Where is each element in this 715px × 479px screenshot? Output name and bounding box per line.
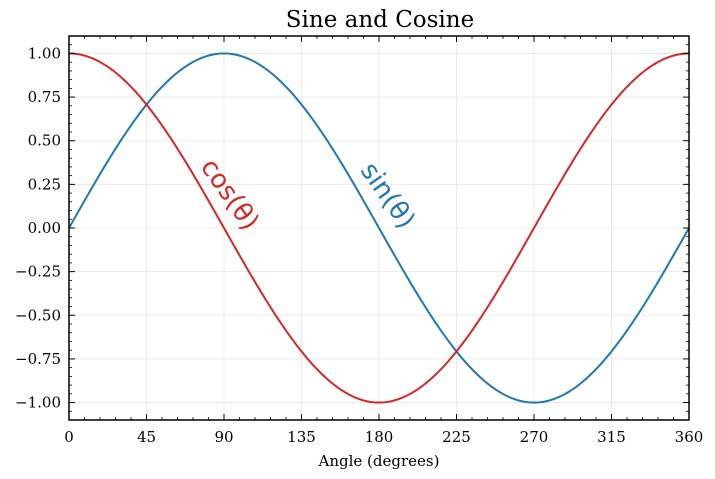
sin-curve [68, 52, 690, 404]
y-tick-label: 0.75 [28, 88, 61, 106]
y-tick-label: 0.00 [28, 219, 61, 237]
x-axis-label: Angle (degrees) [318, 452, 440, 470]
x-tick-label: 270 [520, 428, 549, 446]
x-tick-label: 45 [137, 428, 156, 446]
chart-title: Sine and Cosine [286, 7, 474, 33]
curves [68, 52, 690, 404]
y-tick-label: 0.50 [28, 132, 61, 150]
cos-curve [68, 52, 690, 404]
ticks [68, 35, 690, 421]
y-tick-label: −0.25 [15, 263, 61, 281]
x-tick-labels: 0 45 90 135 180 225 270 315 360 [64, 428, 703, 446]
y-tick-label: −0.75 [15, 350, 61, 368]
sin-curve-label: sin(θ) [354, 157, 421, 234]
x-tick-label: 180 [365, 428, 394, 446]
y-tick-labels: 1.00 0.75 0.50 0.25 0.00 −0.25 −0.50 −0.75 −1.00 [15, 44, 61, 411]
x-tick-label: 225 [442, 428, 471, 446]
curve-labels: cos(θ) sin(θ) [194, 153, 421, 236]
x-tick-label: 0 [64, 428, 74, 446]
y-tick-label: −0.50 [15, 306, 61, 324]
y-tick-label: 1.00 [28, 44, 61, 62]
x-tick-label: 90 [214, 428, 233, 446]
x-tick-label: 360 [675, 428, 704, 446]
x-tick-label: 135 [287, 428, 316, 446]
x-tick-label: 315 [597, 428, 626, 446]
y-tick-label: −1.00 [15, 394, 61, 412]
y-tick-label: 0.25 [28, 175, 61, 193]
